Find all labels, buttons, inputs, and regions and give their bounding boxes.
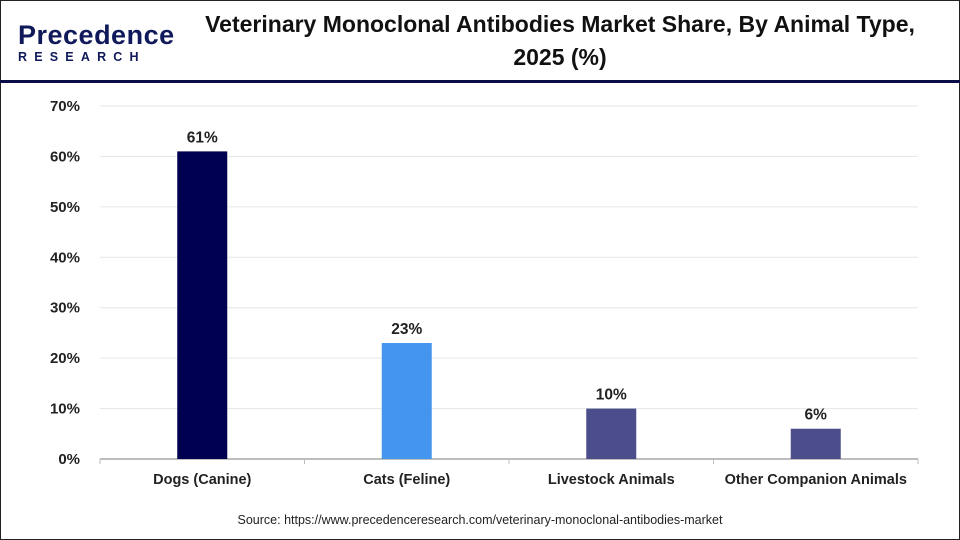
chart-title: Veterinary Monoclonal Antibodies Market … (205, 11, 915, 70)
y-tick-label: 60% (50, 148, 80, 165)
bar (586, 408, 637, 459)
y-tick-label: 30% (50, 300, 80, 317)
x-category-label: Cats (Feline) (363, 472, 450, 488)
precedence-research-logo: Precedence RESEARCH (18, 20, 175, 65)
bar (790, 428, 841, 459)
y-tick-label: 50% (50, 199, 80, 216)
bar (381, 343, 432, 459)
bar (177, 151, 228, 459)
data-label: 6% (805, 407, 828, 424)
data-label: 23% (391, 321, 422, 338)
y-tick-label: 40% (50, 249, 80, 266)
source-note: Source: https://www.precedenceresearch.c… (237, 513, 723, 527)
x-category-label: Other Companion Animals (725, 472, 907, 488)
logo-subtitle: RESEARCH (18, 50, 146, 64)
y-tick-label: 70% (50, 98, 80, 115)
data-label: 61% (187, 129, 218, 146)
y-tick-label: 20% (50, 350, 80, 367)
x-category-label: Dogs (Canine) (153, 472, 251, 488)
y-tick-label: 0% (58, 451, 80, 468)
header-divider (0, 80, 960, 83)
logo-wordmark: Precedence (18, 20, 175, 50)
y-tick-label: 10% (50, 401, 80, 418)
x-category-label: Livestock Animals (548, 472, 675, 488)
data-label: 10% (596, 387, 627, 404)
